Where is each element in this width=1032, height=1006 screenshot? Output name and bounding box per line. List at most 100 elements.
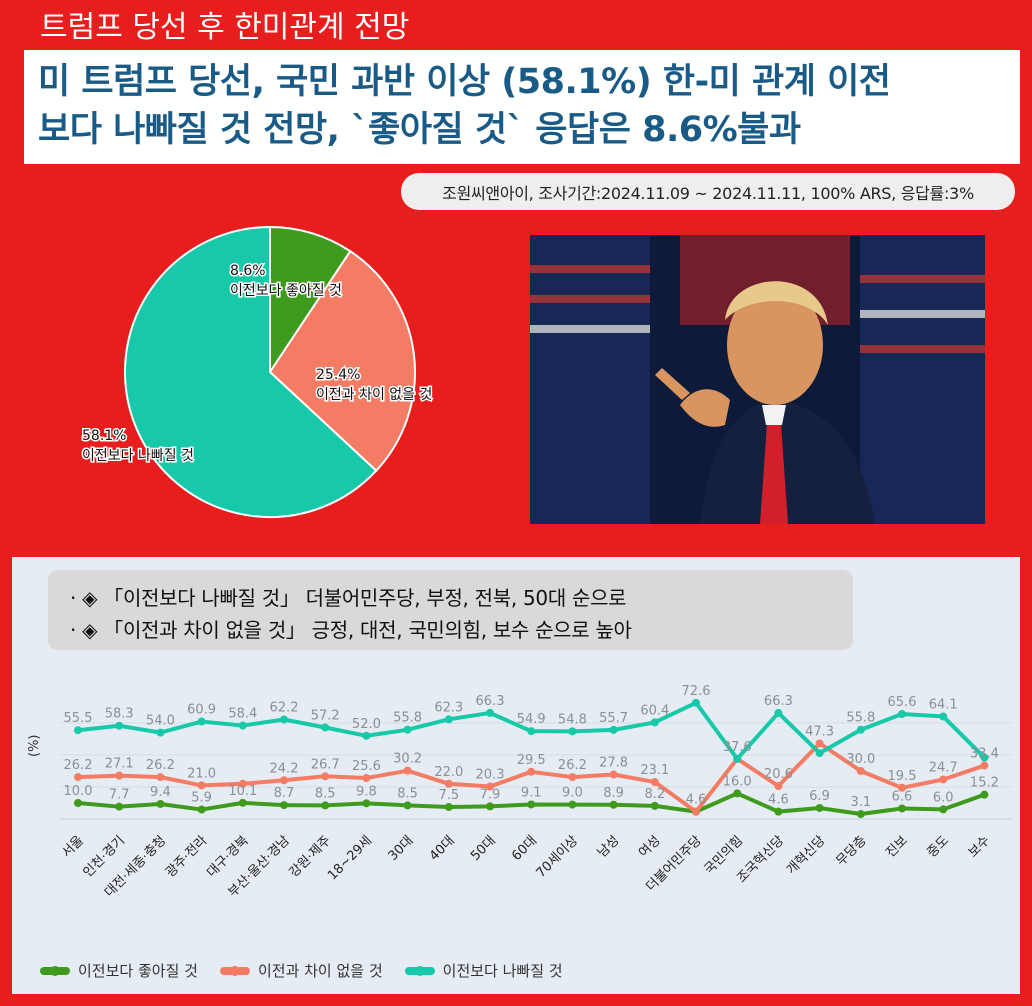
series-1-point bbox=[321, 772, 330, 781]
data-label-series-2: 54.9 bbox=[517, 712, 546, 727]
series-2-point bbox=[527, 727, 536, 736]
data-label-series-2: 55.8 bbox=[846, 711, 875, 726]
series-1-point bbox=[74, 773, 82, 782]
note-line-1: · ◈ 「이전보다 나빠질 것」 더불어민주당, 부정, 전북, 50대 순으로 bbox=[70, 586, 627, 610]
headline: 미 트럼프 당선, 국민 과반 이상 (58.1%) 한-미 관계 이전 보다 … bbox=[38, 58, 891, 154]
data-label-series-2: 55.7 bbox=[599, 711, 628, 726]
series-2-point bbox=[774, 708, 783, 717]
legend-item-better: 이전보다 좋아질 것 bbox=[40, 960, 198, 981]
data-label-series-1: 26.7 bbox=[311, 757, 340, 772]
series-0-point bbox=[650, 801, 659, 810]
data-label-series-2: 54.0 bbox=[146, 714, 175, 729]
data-label-series-1: 20.3 bbox=[476, 768, 505, 783]
data-label-series-1: 29.5 bbox=[517, 753, 546, 768]
x-tick-label: 중도 bbox=[925, 833, 953, 861]
series-1-point bbox=[774, 782, 783, 791]
series-2-point bbox=[650, 718, 659, 727]
series-2-point bbox=[980, 753, 989, 762]
series-0-point bbox=[280, 801, 288, 810]
series-2-point bbox=[733, 754, 742, 763]
series-1-point bbox=[197, 781, 206, 790]
pie-category-label-0: 이전보다 좋아질 것 bbox=[230, 283, 342, 299]
data-label-series-0: 8.9 bbox=[603, 786, 624, 801]
data-label-series-0: 10.1 bbox=[228, 784, 257, 799]
series-2-point bbox=[362, 731, 371, 740]
series-1-point bbox=[609, 770, 618, 779]
legend: 이전보다 좋아질 것 이전과 차이 없을 것 이전보다 나빠질 것 bbox=[40, 960, 563, 981]
x-tick-label: 60대 bbox=[509, 833, 540, 864]
data-label-series-2: 52.0 bbox=[352, 717, 381, 732]
series-0-point bbox=[856, 810, 865, 819]
x-tick-label: 50대 bbox=[468, 833, 499, 864]
data-label-series-2: 58.4 bbox=[228, 707, 257, 722]
data-label-series-1: 27.1 bbox=[105, 757, 134, 772]
series-2-point bbox=[197, 717, 206, 726]
data-label-series-0: 8.7 bbox=[274, 786, 295, 801]
legend-label-same: 이전과 차이 없을 것 bbox=[257, 962, 383, 980]
data-label-series-2: 64.1 bbox=[929, 697, 958, 712]
series-0-point bbox=[568, 800, 577, 809]
data-label-series-1: 30.0 bbox=[846, 752, 875, 767]
series-0-point bbox=[609, 800, 618, 809]
series-2-point bbox=[280, 715, 288, 724]
series-0-point bbox=[403, 801, 412, 810]
series-0-point bbox=[115, 802, 124, 811]
pie-value-label-1: 25.4% bbox=[316, 367, 360, 383]
data-label-series-0: 9.8 bbox=[356, 784, 377, 799]
series-2-point bbox=[403, 725, 412, 734]
x-tick-label: 여성 bbox=[636, 833, 664, 861]
x-tick-label: 광주·전라 bbox=[163, 833, 210, 880]
data-label-series-2: 60.9 bbox=[187, 703, 216, 718]
data-label-series-0: 16.0 bbox=[723, 774, 752, 789]
legend-item-worse: 이전보다 나빠질 것 bbox=[404, 960, 563, 981]
data-label-series-0: 9.0 bbox=[562, 786, 583, 801]
series-1-point bbox=[980, 761, 989, 770]
series-2-point bbox=[486, 708, 494, 717]
x-tick-label: 30대 bbox=[386, 833, 417, 864]
series-0-point bbox=[197, 805, 206, 814]
series-2-point bbox=[321, 723, 330, 732]
banner-title: 트럼프 당선 후 한미관계 전망 bbox=[40, 10, 410, 45]
x-tick-label: 남성 bbox=[595, 833, 623, 861]
x-tick-label: 무당층 bbox=[834, 833, 870, 869]
series-1-point bbox=[692, 807, 700, 816]
data-label-series-2: 66.3 bbox=[476, 694, 505, 709]
series-1-point bbox=[898, 783, 906, 792]
series-0-point bbox=[939, 805, 948, 814]
photo-illustration bbox=[530, 235, 985, 524]
x-tick-label: 18~29세 bbox=[325, 833, 375, 883]
series-2-point bbox=[74, 726, 82, 735]
data-label-series-0: 7.5 bbox=[438, 788, 459, 803]
data-label-series-1: 19.5 bbox=[888, 769, 917, 784]
data-label-series-0: 4.6 bbox=[768, 793, 789, 808]
pie-category-label-2: 이전보다 나빠질 것 bbox=[82, 448, 194, 464]
series-1-point bbox=[815, 739, 824, 748]
data-label-series-0: 9.4 bbox=[150, 785, 171, 800]
note-line-2: · ◈ 「이전과 차이 없을 것」 긍정, 대전, 국민의힘, 보수 순으로 높… bbox=[70, 618, 632, 642]
data-label-series-0: 7.7 bbox=[109, 788, 130, 803]
data-label-series-2: 58.3 bbox=[105, 707, 134, 722]
survey-info-badge: 조원씨앤아이, 조사기간:2024.11.09 ~ 2024.11.11, 10… bbox=[401, 173, 1015, 210]
data-label-series-0: 8.5 bbox=[315, 786, 336, 801]
data-label-series-0: 3.1 bbox=[850, 795, 871, 810]
series-2-point bbox=[692, 698, 700, 707]
data-label-series-1: 23.1 bbox=[640, 763, 669, 778]
legend-label-worse: 이전보다 나빠질 것 bbox=[442, 962, 563, 980]
pie-slice-1 bbox=[268, 249, 416, 473]
legend-swatch-salmon bbox=[219, 965, 250, 976]
data-label-series-2: 55.8 bbox=[393, 711, 422, 726]
data-label-series-0: 8.2 bbox=[644, 787, 665, 802]
series-0-point bbox=[444, 803, 453, 811]
data-label-series-0: 15.2 bbox=[970, 776, 999, 791]
data-label-series-2: 65.6 bbox=[888, 695, 917, 710]
series-1-point bbox=[156, 773, 165, 782]
data-label-series-0: 10.0 bbox=[64, 784, 93, 799]
data-label-series-0: 6.0 bbox=[933, 790, 954, 805]
pie-slice-2 bbox=[124, 225, 378, 518]
data-label-series-1: 26.2 bbox=[64, 758, 93, 773]
data-label-series-0: 8.5 bbox=[397, 786, 418, 801]
series-0-point bbox=[321, 801, 330, 810]
pie-value-label-0: 8.6% bbox=[230, 263, 266, 279]
series-1-point bbox=[238, 779, 247, 788]
data-label-series-1: 24.7 bbox=[929, 760, 958, 775]
